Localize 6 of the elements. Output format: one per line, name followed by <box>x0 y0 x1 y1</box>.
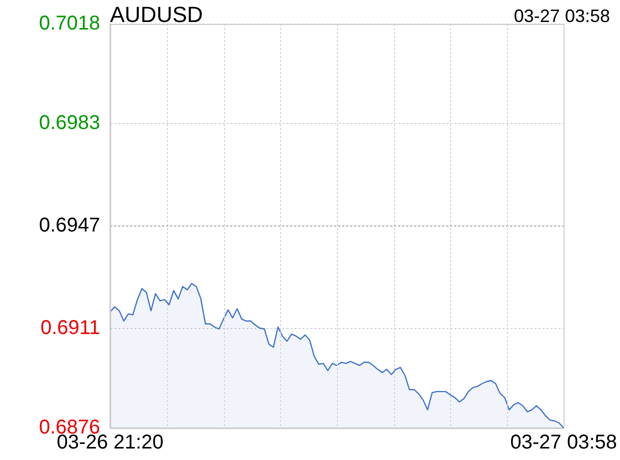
y-tick-label: 0.7018 <box>39 12 100 35</box>
y-tick-label: 0.6911 <box>40 316 100 339</box>
annotation: 03-27 03:58 <box>514 6 610 27</box>
chart-title: AUDUSD <box>110 2 203 28</box>
y-tick-label: 0.6983 <box>39 112 100 134</box>
y-tick-label: 0.6947 <box>39 214 100 237</box>
